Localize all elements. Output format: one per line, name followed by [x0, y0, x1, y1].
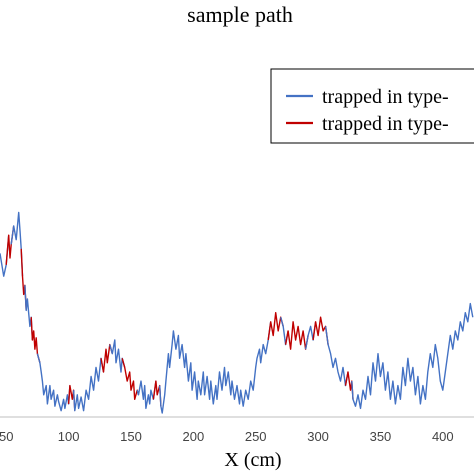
chart-title: sample path	[187, 2, 293, 27]
series-line-red	[267, 312, 284, 341]
x-tick-label: 400	[432, 429, 454, 444]
legend: trapped in type- trapped in type-	[270, 68, 474, 144]
x-tick-label: 200	[182, 429, 204, 444]
x-tick-label: 150	[120, 429, 142, 444]
series-line-blue	[72, 357, 105, 412]
series-line-blue	[159, 321, 272, 414]
plot-series	[0, 211, 474, 414]
series-line-blue	[351, 302, 474, 410]
x-tick-label: 350	[370, 429, 392, 444]
legend-label-red: trapped in type-	[322, 113, 449, 135]
series-line-blue	[109, 339, 126, 373]
x-tick-label: 300	[307, 429, 329, 444]
x-axis-label: X (cm)	[224, 449, 281, 471]
legend-label-blue: trapped in type-	[322, 86, 449, 108]
series-line-blue	[324, 326, 349, 387]
x-tick-labels: 50 100 150 200 250 300 350 400	[0, 429, 454, 444]
series-line-red	[121, 358, 140, 400]
x-tick-label: 50	[0, 429, 13, 444]
x-tick-label: 250	[245, 429, 267, 444]
x-tick-label: 100	[58, 429, 80, 444]
series-line-blue	[36, 353, 71, 412]
legend-box	[270, 68, 474, 144]
series-line-blue	[10, 211, 24, 277]
series-line-red	[284, 321, 309, 350]
series-line-blue	[136, 380, 157, 410]
